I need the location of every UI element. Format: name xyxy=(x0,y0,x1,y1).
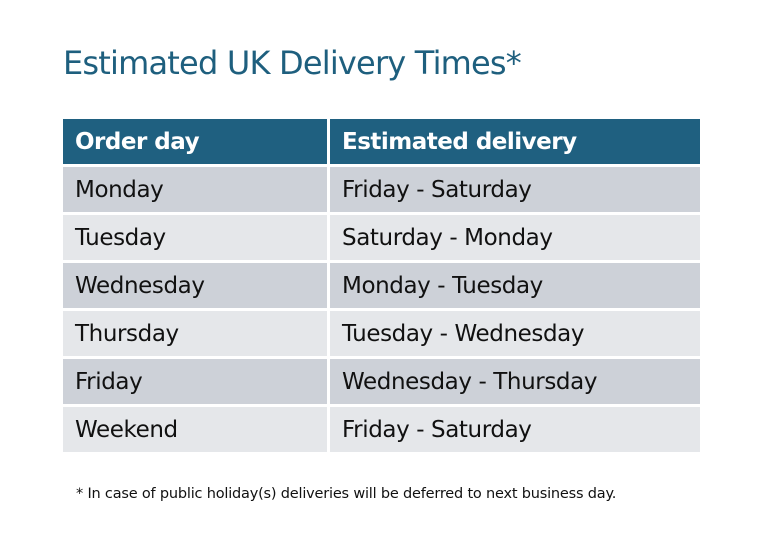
delivery-cell: Friday - Saturday xyxy=(330,407,700,452)
order-day-cell: Wednesday xyxy=(63,263,327,308)
order-day-cell: Weekend xyxy=(63,407,327,452)
order-day-cell: Friday xyxy=(63,359,327,404)
delivery-table: Order day Estimated delivery Monday Frida… xyxy=(60,116,703,455)
delivery-cell: Wednesday - Thursday xyxy=(330,359,700,404)
table-row: Wednesday Monday - Tuesday xyxy=(63,263,700,308)
page-title: Estimated UK Delivery Times* xyxy=(63,44,522,82)
table-header-row: Order day Estimated delivery xyxy=(63,119,700,164)
order-day-cell: Thursday xyxy=(63,311,327,356)
order-day-cell: Tuesday xyxy=(63,215,327,260)
table-row: Thursday Tuesday - Wednesday xyxy=(63,311,700,356)
table-row: Friday Wednesday - Thursday xyxy=(63,359,700,404)
delivery-cell: Saturday - Monday xyxy=(330,215,700,260)
table-row: Tuesday Saturday - Monday xyxy=(63,215,700,260)
order-day-cell: Monday xyxy=(63,167,327,212)
delivery-cell: Tuesday - Wednesday xyxy=(330,311,700,356)
footnote: * In case of public holiday(s) deliverie… xyxy=(76,486,617,502)
table-row: Weekend Friday - Saturday xyxy=(63,407,700,452)
table-row: Monday Friday - Saturday xyxy=(63,167,700,212)
delivery-cell: Monday - Tuesday xyxy=(330,263,700,308)
header-order-day: Order day xyxy=(63,119,327,164)
header-estimated-delivery: Estimated delivery xyxy=(330,119,700,164)
delivery-cell: Friday - Saturday xyxy=(330,167,700,212)
